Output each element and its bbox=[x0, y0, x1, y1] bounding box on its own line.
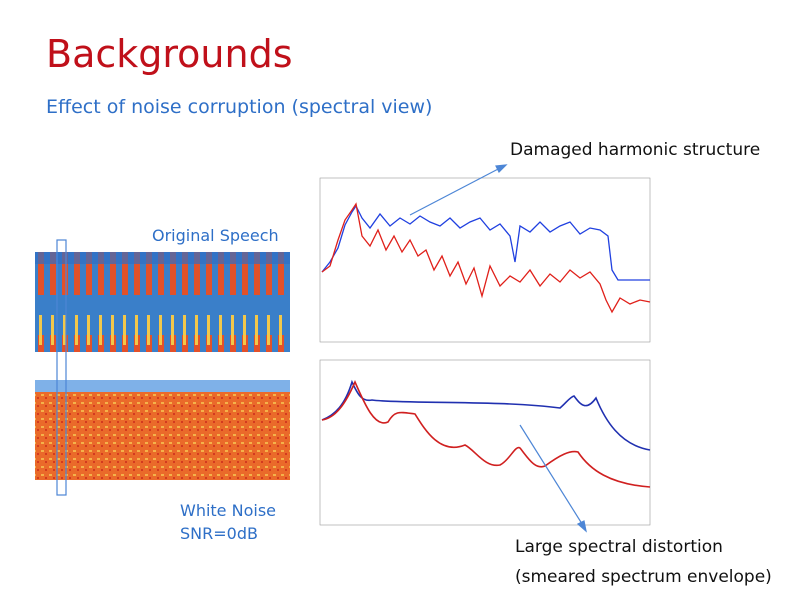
label: White Noise bbox=[180, 501, 276, 520]
label: Original Speech bbox=[152, 226, 279, 245]
frame-marker bbox=[56, 239, 67, 496]
plot-spectrum bbox=[319, 177, 651, 343]
arrows bbox=[409, 164, 587, 533]
spectrogram-clean bbox=[35, 252, 290, 352]
subtitle: Effect of noise corruption (spectral vie… bbox=[46, 96, 433, 118]
label: SNR=0dB bbox=[180, 524, 258, 543]
title: Backgrounds bbox=[46, 32, 293, 76]
annotation: Damaged harmonic structure bbox=[510, 140, 761, 160]
spectrogram-noisy bbox=[35, 380, 290, 480]
annotation: Large spectral distortion bbox=[515, 537, 723, 557]
plot-envelope bbox=[319, 359, 651, 526]
annotation: (smeared spectrum envelope) bbox=[515, 567, 772, 587]
